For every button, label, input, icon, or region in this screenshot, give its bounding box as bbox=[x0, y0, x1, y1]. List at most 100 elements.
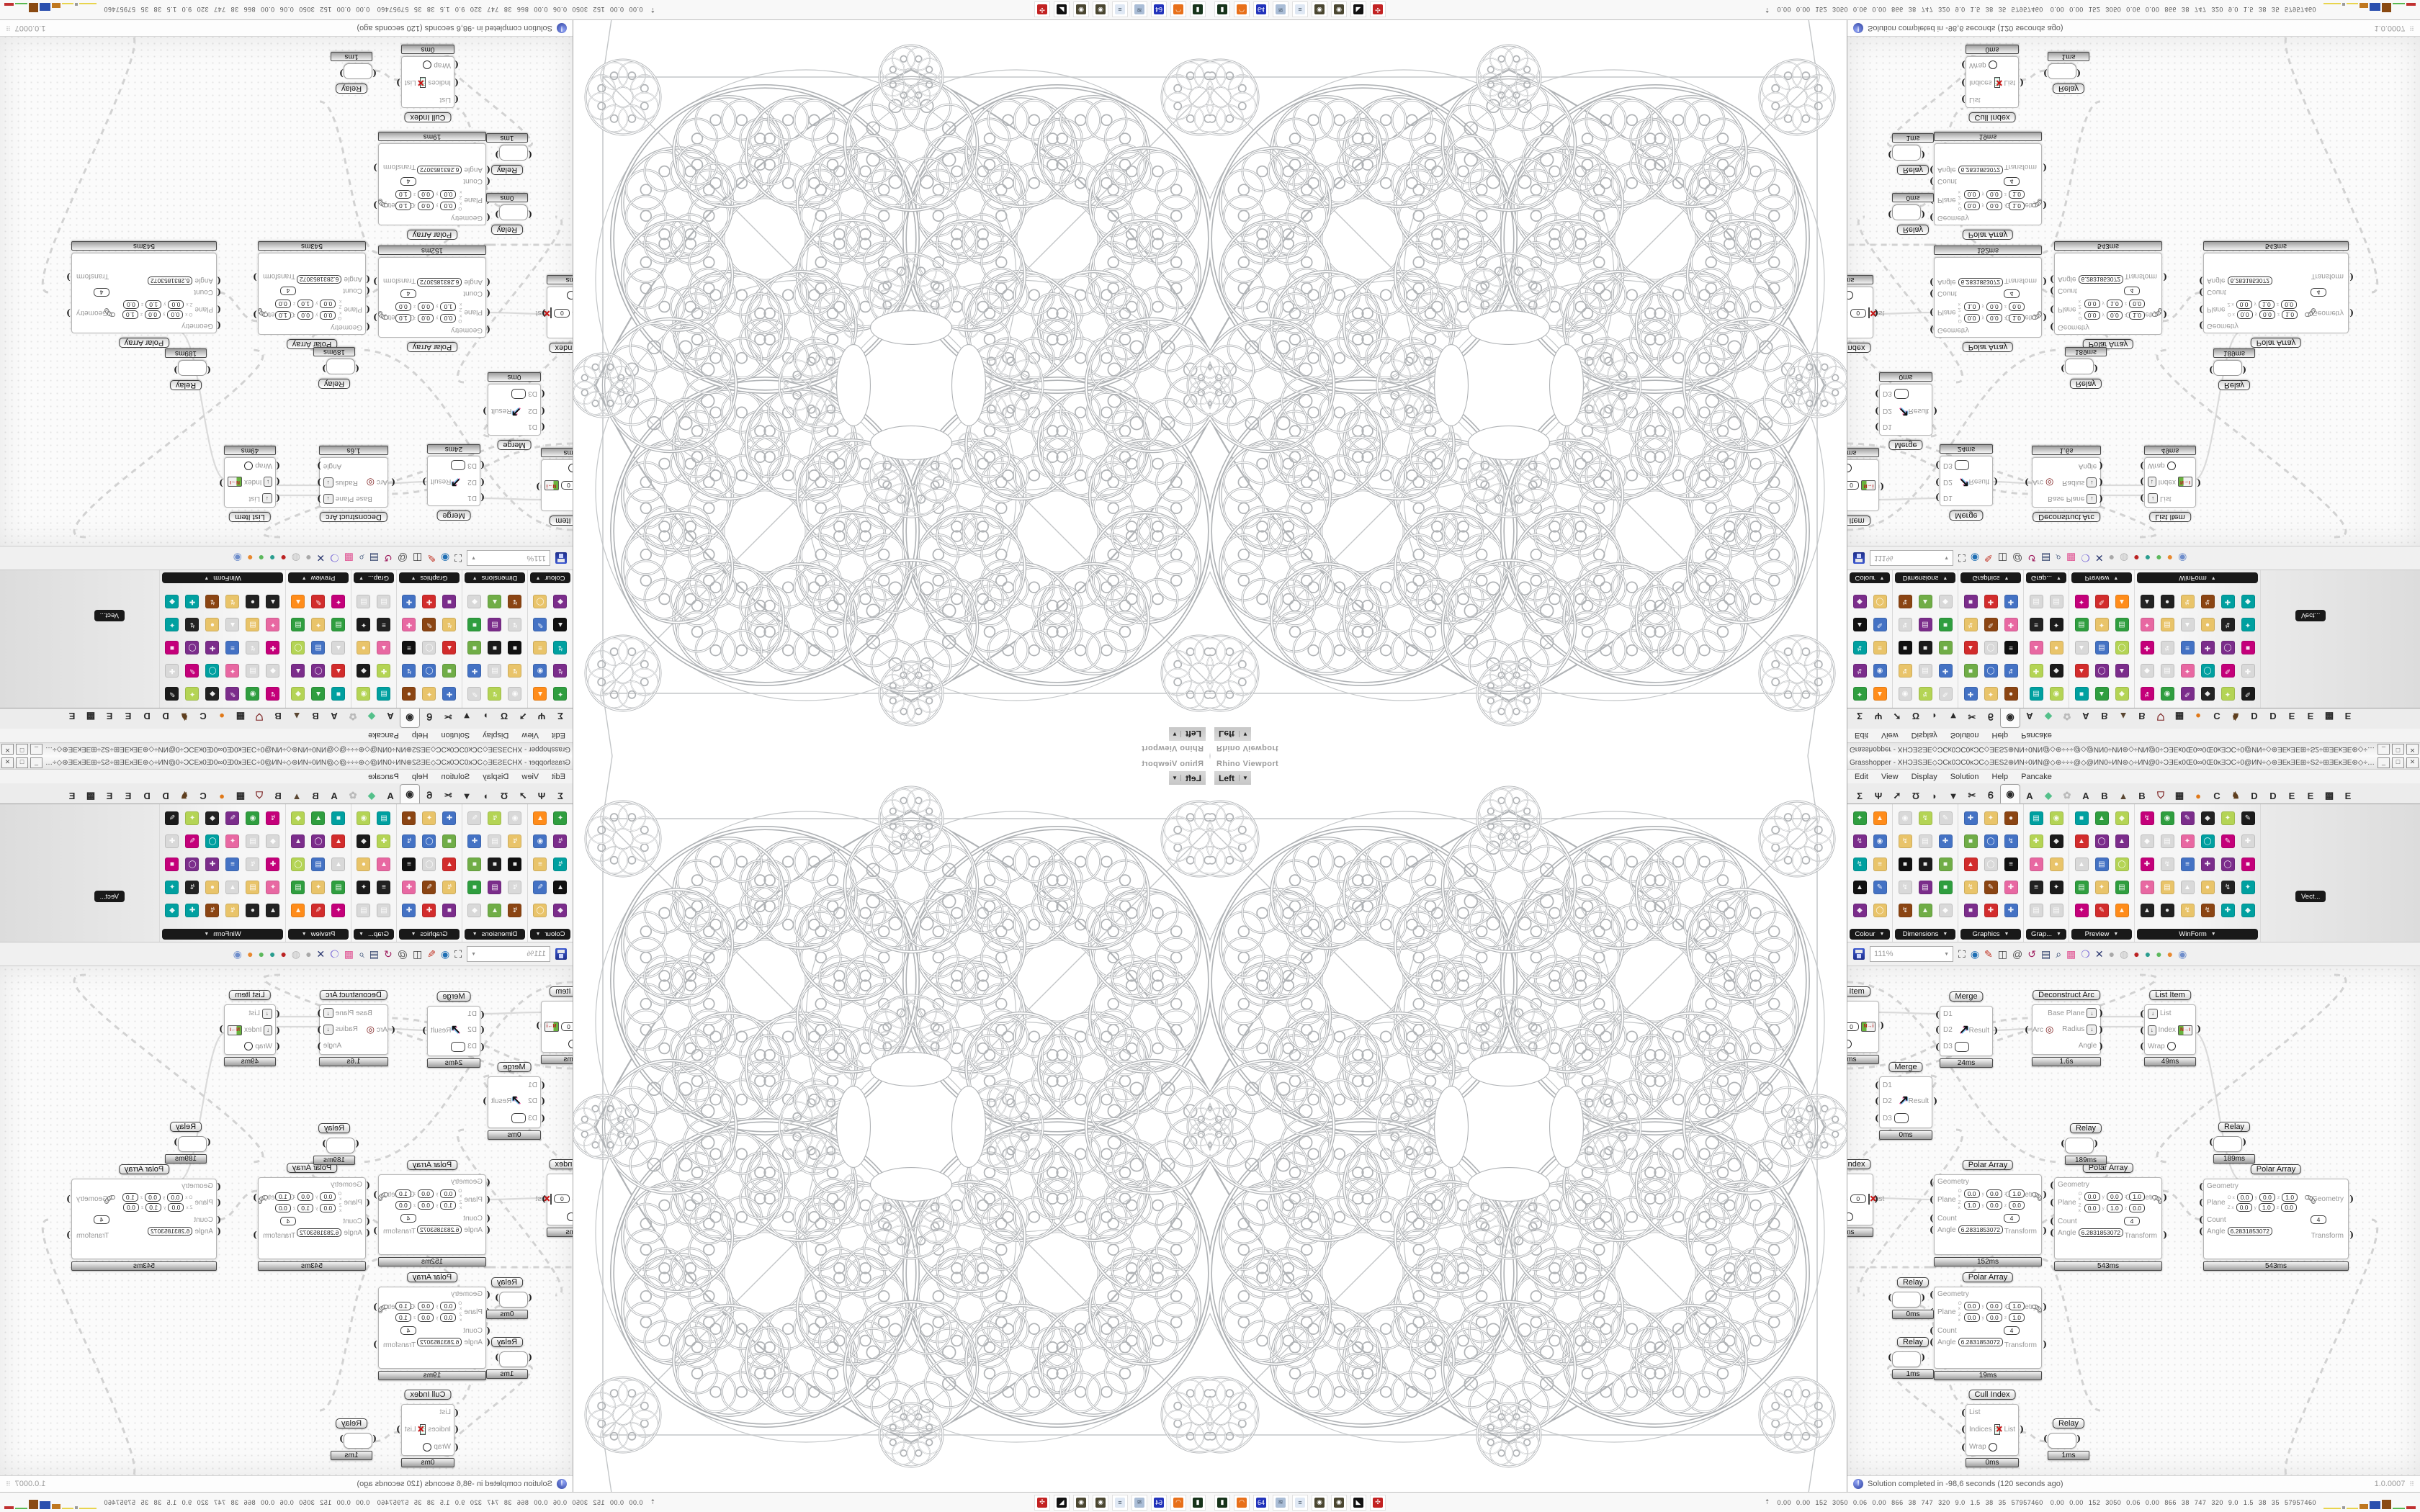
node-header[interactable]: Relay bbox=[335, 1418, 368, 1428]
component-icon[interactable]: ◆ bbox=[357, 834, 371, 848]
palette-panel-label[interactable]: Grap... ▼ bbox=[354, 929, 394, 940]
node-body[interactable]: (↓ List(↓ Index N→i(Wrap) bbox=[219, 1004, 280, 1055]
port-bracket[interactable]: ( bbox=[486, 1213, 490, 1223]
node-header[interactable]: Polar Array bbox=[1962, 1272, 2014, 1282]
rhino-viewport-canvas[interactable] bbox=[1210, 756, 1847, 1492]
component-icon[interactable]: ✚ bbox=[165, 834, 179, 848]
palette-panel-label[interactable]: Colour ▼ bbox=[1850, 929, 1890, 940]
component-icon[interactable]: ■ bbox=[1918, 857, 1932, 871]
component-icon[interactable]: ◯ bbox=[1873, 903, 1887, 917]
component-icon[interactable]: ◆ bbox=[291, 811, 305, 825]
plane-z[interactable]: 1.0 bbox=[2282, 1193, 2298, 1202]
component-icon[interactable]: ✦ bbox=[2140, 880, 2154, 894]
component-icon[interactable]: ■ bbox=[467, 857, 482, 871]
port-bracket[interactable]: ( bbox=[454, 1424, 459, 1435]
port-bracket[interactable]: ( bbox=[1875, 1096, 1879, 1107]
node-header[interactable]: List Item bbox=[1847, 986, 1870, 996]
node-header[interactable]: Merge bbox=[1888, 1062, 1923, 1072]
ribbon-tab-21[interactable]: D bbox=[2251, 790, 2258, 801]
component-icon[interactable]: ✚ bbox=[1938, 834, 1953, 848]
component-icon[interactable]: ≡ bbox=[402, 857, 416, 871]
port-bracket[interactable]: ( bbox=[276, 1041, 280, 1052]
port-bracket[interactable]: ( bbox=[1930, 1176, 1934, 1187]
port-bracket[interactable]: ( bbox=[1888, 1292, 1892, 1302]
plane-y[interactable]: 1.0 bbox=[2258, 1203, 2275, 1212]
ribbon-tab-5[interactable]: ▼ bbox=[1948, 790, 1958, 801]
ribbon-tab-4[interactable]: ◗ bbox=[1932, 790, 1937, 801]
component-icon[interactable]: ▲ bbox=[1873, 811, 1887, 825]
ribbon-tab-8[interactable]: ◉ bbox=[400, 784, 420, 804]
port-bracket[interactable]: ( bbox=[366, 1179, 370, 1190]
component-icon[interactable]: ■ bbox=[1938, 857, 1953, 871]
port-bracket[interactable]: ( bbox=[2209, 1137, 2213, 1147]
component-icon[interactable]: ↯ bbox=[2200, 903, 2215, 917]
plane-z[interactable]: 0.0 bbox=[122, 1203, 139, 1212]
component-icon[interactable]: ✦ bbox=[225, 834, 240, 848]
taskbar-app-icon-wolf[interactable]: ◣ bbox=[1350, 1494, 1366, 1511]
component-icon[interactable]: ◯ bbox=[422, 857, 436, 871]
relay-body[interactable]: () bbox=[1888, 1351, 1925, 1367]
component-icon[interactable]: ✎ bbox=[2220, 834, 2235, 848]
component-icon[interactable]: ✦ bbox=[2220, 811, 2235, 825]
component-icon[interactable]: ■ bbox=[442, 834, 457, 848]
component-icon[interactable]: ▲ bbox=[266, 903, 280, 917]
node-header[interactable]: Relay bbox=[1896, 1277, 1930, 1287]
plane-x[interactable]: 0.0 bbox=[1963, 1302, 1980, 1310]
component-icon[interactable]: ✦ bbox=[2074, 903, 2089, 917]
ribbon-tab-13[interactable]: B bbox=[2101, 790, 2108, 801]
ribbon-tab-18[interactable]: ● bbox=[2195, 790, 2201, 801]
component-icon[interactable]: ✚ bbox=[2140, 857, 2154, 871]
port-bracket[interactable]: ) bbox=[322, 1138, 326, 1148]
ribbon-tab-12[interactable]: A bbox=[331, 790, 338, 801]
indices-value[interactable]: 0 bbox=[1850, 1194, 1866, 1204]
plane-x[interactable]: 0.0 bbox=[440, 1302, 457, 1310]
palette-panel-label[interactable]: Preview ▼ bbox=[2071, 929, 2132, 940]
taskbar-app-icon-wolf[interactable]: ◣ bbox=[1054, 1494, 1070, 1511]
component-icon[interactable]: ■ bbox=[331, 811, 346, 825]
component-icon[interactable]: ✦ bbox=[331, 903, 346, 917]
expression-icon[interactable]: ↓ bbox=[262, 1008, 272, 1019]
port-bracket[interactable]: ( bbox=[1875, 1113, 1879, 1124]
plane-y[interactable]: 0.0 bbox=[1986, 1302, 2002, 1310]
menu-item-help[interactable]: Help bbox=[411, 772, 429, 781]
component-icon[interactable]: ✚ bbox=[185, 903, 200, 917]
menu-item-edit[interactable]: Edit bbox=[1855, 772, 1868, 781]
plane-y[interactable]: 0.0 bbox=[2106, 1192, 2123, 1201]
relay-body[interactable]: () bbox=[495, 1292, 532, 1308]
component-icon[interactable]: ✎ bbox=[2180, 811, 2195, 825]
port-bracket[interactable]: ) bbox=[2349, 1230, 2354, 1240]
port-bracket[interactable]: ) bbox=[422, 1025, 426, 1035]
expression-icon[interactable]: ↓ bbox=[2148, 1008, 2158, 1019]
port-bracket[interactable]: ( bbox=[1930, 1326, 1934, 1336]
port-bracket[interactable]: ) bbox=[2163, 1230, 2167, 1240]
component-icon[interactable]: ✦ bbox=[553, 811, 568, 825]
maximize-button[interactable]: □ bbox=[16, 757, 28, 768]
component-icon[interactable]: ▲ bbox=[377, 857, 391, 871]
close-button[interactable]: ✕ bbox=[2406, 757, 2419, 768]
ribbon-tab-11[interactable]: ✿ bbox=[349, 790, 357, 801]
node-header[interactable]: Merge bbox=[1949, 991, 1984, 1002]
canvas-tool-icon-12[interactable]: ◍ bbox=[2120, 948, 2129, 960]
port-bracket[interactable]: ) bbox=[66, 1194, 71, 1204]
palette-panel-label[interactable]: Colour ▼ bbox=[530, 929, 570, 940]
port-bracket[interactable]: ) bbox=[1933, 1096, 1937, 1106]
component-icon[interactable]: ◆ bbox=[266, 834, 280, 848]
rhino-viewport-canvas[interactable] bbox=[1210, 20, 1847, 756]
component-icon[interactable]: ▲ bbox=[225, 880, 240, 894]
component-icon[interactable]: ↯ bbox=[1898, 834, 1912, 848]
canvas-tool-icon-11[interactable]: ● bbox=[2108, 948, 2115, 960]
port-bracket[interactable]: ) bbox=[2043, 1189, 2047, 1200]
angle-value[interactable]: 6.2831853072 bbox=[148, 1227, 193, 1236]
wrap-toggle[interactable] bbox=[1988, 1442, 1997, 1452]
ribbon-tab-2[interactable]: ➚ bbox=[519, 790, 527, 801]
canvas-tool-icon-8[interactable]: ▩ bbox=[2066, 948, 2076, 960]
taskbar-app-icon-scroll[interactable]: ≋ bbox=[1131, 1494, 1147, 1511]
ribbon-tab-10[interactable]: ◆ bbox=[368, 790, 375, 801]
plane-z[interactable]: 1.0 bbox=[395, 1189, 411, 1198]
component-icon[interactable]: ■ bbox=[165, 857, 179, 871]
component-icon[interactable]: ◯ bbox=[2115, 857, 2129, 871]
port-bracket[interactable]: ) bbox=[1880, 1020, 1884, 1030]
plane-x[interactable]: 0.0 bbox=[320, 1204, 336, 1212]
count-value[interactable]: 4 bbox=[2004, 1214, 2020, 1223]
